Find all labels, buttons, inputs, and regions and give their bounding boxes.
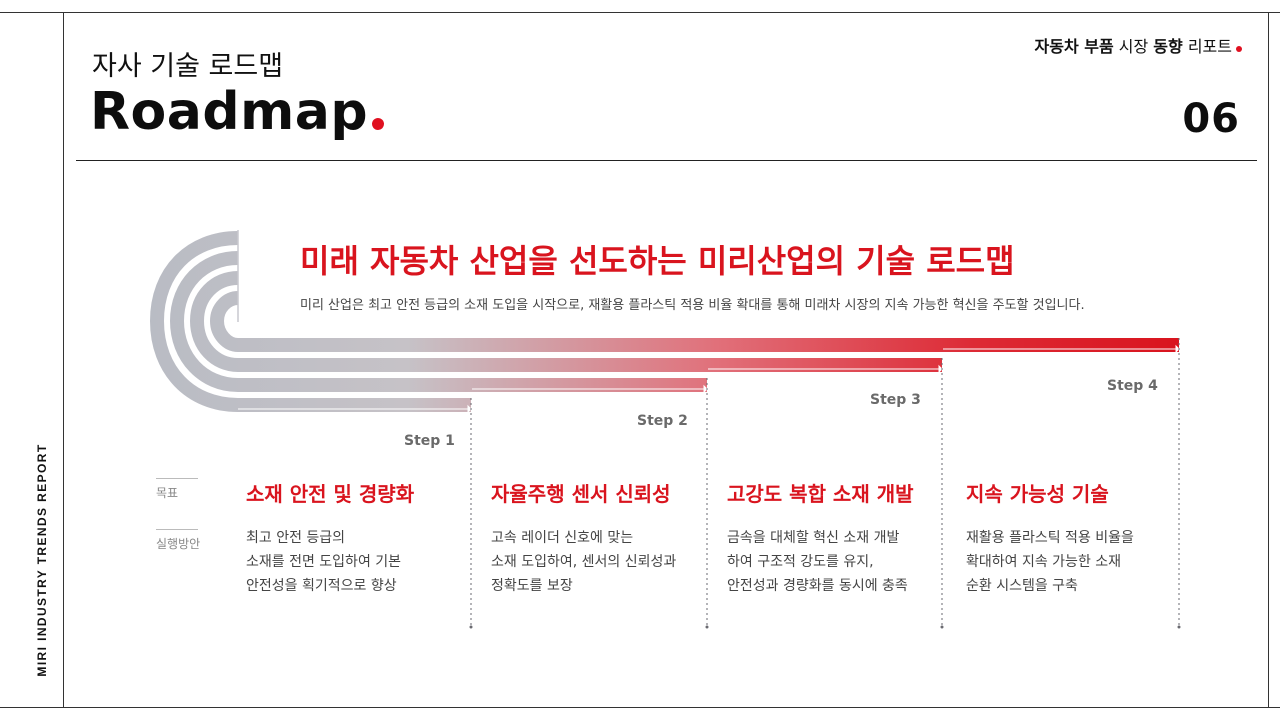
step-2-action-line: 정확도를 보장: [491, 578, 573, 594]
page-title-text: Roadmap: [90, 82, 369, 142]
report-name-part4: 리포트: [1182, 37, 1232, 56]
frame-right-line: [1268, 12, 1269, 708]
step-4-action-line: 재활용 플라스틱 적용 비율을: [966, 530, 1134, 546]
step-1-goal: 소재 안전 및 경량화: [246, 482, 415, 506]
step-3-label: Step 3: [870, 392, 921, 408]
page-heading: 자사 기술 로드맵: [92, 51, 284, 82]
red-dot-icon: [372, 118, 385, 130]
step-1-action-line: 최고 안전 등급의: [246, 530, 346, 546]
report-name-part1: 자동차 부품: [1034, 37, 1114, 56]
step-1-action: 최고 안전 등급의 소재를 전면 도입하여 기본 안전성을 획기적으로 향상: [246, 526, 476, 598]
frame-top-line: [0, 12, 1280, 13]
step-4-action-line: 확대하여 지속 가능한 소재: [966, 554, 1122, 570]
report-name-part3: 동향: [1153, 37, 1183, 56]
report-name-part2: 시장: [1113, 37, 1154, 56]
frame-left-line: [63, 12, 64, 708]
step-2-label: Step 2: [637, 413, 688, 429]
goal-row-label: 목표: [156, 478, 199, 500]
track-lane-1: [149, 231, 471, 412]
step-3-action-line: 금속을 대체할 혁신 소재 개발: [727, 530, 900, 546]
track-lane-3: [189, 271, 942, 372]
step-4-action-line: 순환 시스템을 구축: [966, 578, 1078, 594]
small-dot-icon: [1236, 46, 1242, 52]
report-name: 자동차 부품 시장 동향 리포트: [1034, 33, 1242, 57]
step-3-action: 금속을 대체할 혁신 소재 개발 하여 구조적 강도를 유지, 안전성과 경량화…: [727, 526, 957, 598]
frame-bottom-line: [0, 707, 1280, 708]
step-3-action-line: 하여 구조적 강도를 유지,: [727, 554, 874, 570]
step-2-action-line: 소재 도입하여, 센서의 신뢰성과: [491, 554, 677, 570]
step-2-goal: 자율주행 센서 신뢰성: [491, 482, 671, 506]
step-4-label: Step 4: [1107, 378, 1158, 394]
step-2-action: 고속 레이더 신호에 맞는 소재 도입하여, 센서의 신뢰성과 정확도를 보장: [491, 526, 721, 598]
action-row-label: 실행방안: [156, 529, 201, 551]
step-2-action-line: 고속 레이더 신호에 맞는: [491, 530, 634, 546]
track-lane-2: [169, 251, 707, 392]
page-number: 06: [1182, 96, 1240, 142]
section-title: 미래 자동차 산업을 선도하는 미리산업의 기술 로드맵: [300, 242, 1015, 280]
step-1-action-line: 소재를 전면 도입하여 기본: [246, 554, 402, 570]
track-lane-4: [209, 291, 1179, 352]
page-title: Roadmap: [90, 82, 385, 142]
section-description: 미리 산업은 최고 안전 등급의 소재 도입을 시작으로, 재활용 플라스틱 적…: [300, 298, 1085, 313]
step-3-goal: 고강도 복합 소재 개발: [727, 482, 914, 506]
step-3-action-line: 안전성과 경량화를 동시에 충족: [727, 578, 908, 594]
header-divider: [76, 160, 1257, 161]
step-4-action: 재활용 플라스틱 적용 비율을 확대하여 지속 가능한 소재 순환 시스템을 구…: [966, 526, 1196, 598]
step-1-label: Step 1: [404, 433, 455, 449]
step-4-goal: 지속 가능성 기술: [966, 482, 1109, 506]
step-1-action-line: 안전성을 획기적으로 향상: [246, 578, 397, 594]
